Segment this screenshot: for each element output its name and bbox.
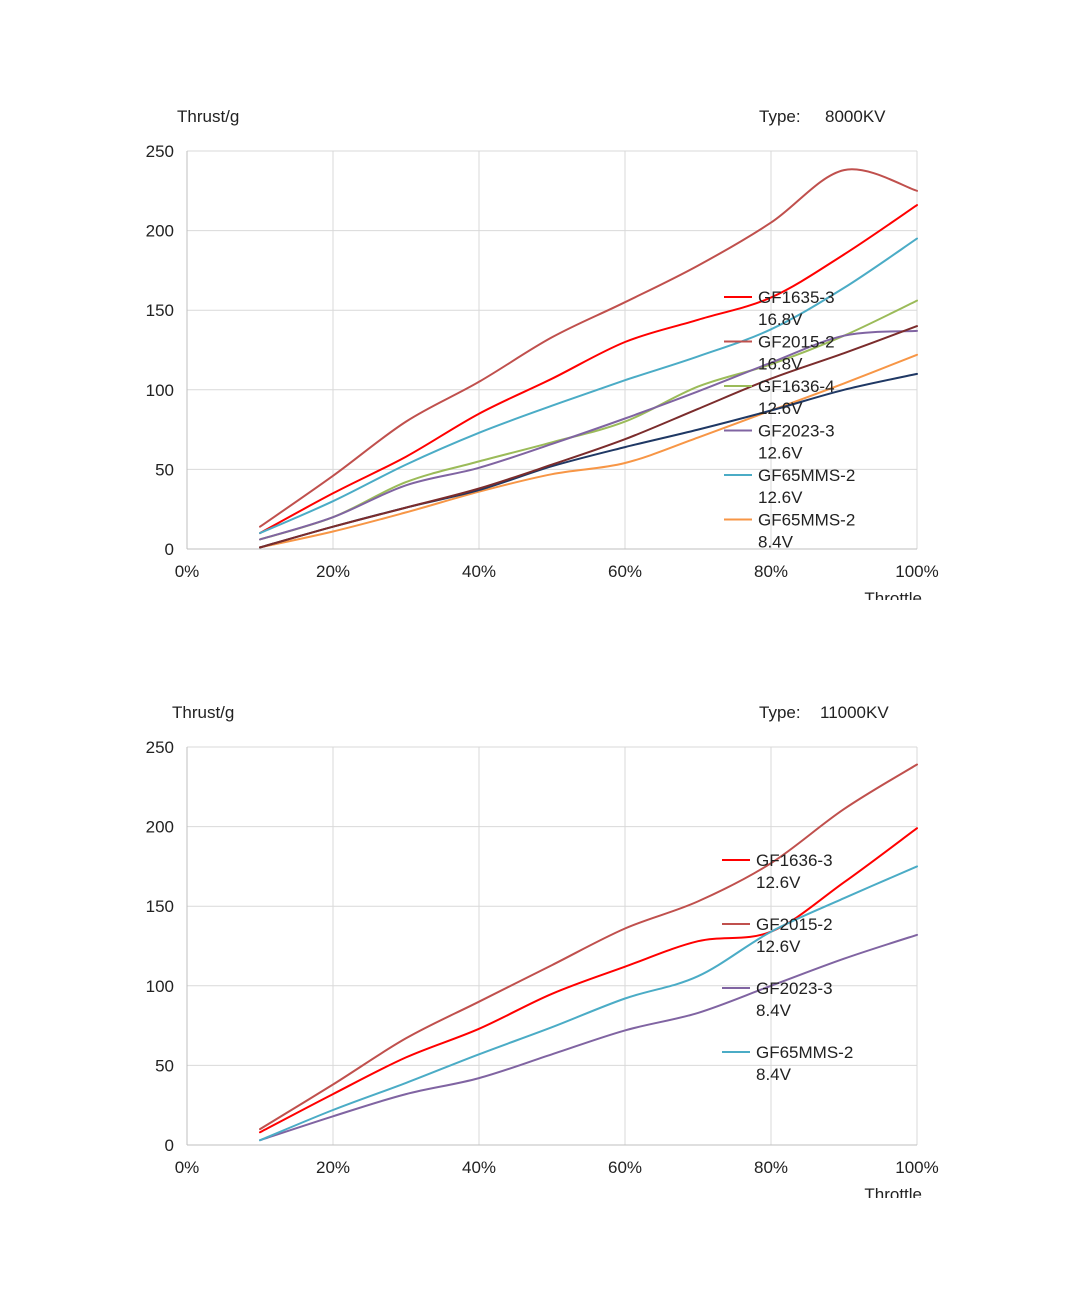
thrust-chart-8000kv: 0 50 100 150 200 250 0% 20% 40% 60% 80% 100% Thrust/… — [0, 0, 1076, 600]
legend-label: GF1635-3 16.8V — [758, 288, 835, 329]
x-tick-label: 40% — [462, 1158, 496, 1177]
x-axis-title: Throttle — [864, 589, 922, 600]
x-tick-label: 60% — [608, 1158, 642, 1177]
y-tick-label: 200 — [146, 222, 174, 241]
series-line — [259, 763, 918, 1131]
y-tick-label: 250 — [146, 142, 174, 161]
type-value: 11000KV — [820, 703, 889, 722]
y-tick-label: 200 — [146, 818, 174, 837]
series-line — [259, 827, 918, 1134]
series-line — [259, 237, 918, 535]
y-tick-label: 50 — [155, 1056, 174, 1075]
x-axis-title: Throttle — [864, 1185, 922, 1198]
legend-label: GF2023-3 8.4V — [756, 979, 833, 1020]
x-tick-label: 60% — [608, 562, 642, 581]
legend-label: GF1636-4 12.6V — [758, 377, 835, 418]
gridlines — [187, 746, 918, 1145]
type-value: 8000KV — [825, 107, 886, 126]
x-tick-label: 100% — [895, 562, 938, 581]
legend-label: GF65MMS-2 12.6V — [758, 466, 855, 507]
legend-label: GF65MMS-2 8.4V — [756, 1043, 853, 1084]
x-tick-label: 20% — [316, 1158, 350, 1177]
series-lines — [259, 763, 918, 1142]
x-tick-label: 0% — [175, 562, 200, 581]
series-line — [259, 168, 918, 528]
y-tick-label: 50 — [155, 460, 174, 479]
y-tick-label: 150 — [146, 897, 174, 916]
y-axis-title: Thrust/g — [177, 107, 239, 126]
x-tick-label: 20% — [316, 562, 350, 581]
legend-label: GF1636-3 12.6V — [756, 851, 833, 892]
thrust-chart-11000kv: 0 50 100 150 200 250 0% 20% 40% 60% 80% 100% Thrust/… — [0, 598, 1076, 1198]
gridlines — [187, 150, 918, 549]
x-tick-label: 80% — [754, 1158, 788, 1177]
legend: GF1636-3 12.6V GF2015-2 12.6V GF2023-3 8.4V GF… — [722, 851, 853, 1084]
x-tick-label: 40% — [462, 562, 496, 581]
type-label: Type: — [759, 107, 801, 126]
y-tick-label: 250 — [146, 738, 174, 757]
y-tick-label: 0 — [165, 1136, 174, 1155]
series-lines — [259, 168, 918, 549]
x-tick-label: 0% — [175, 1158, 200, 1177]
y-axis-title: Thrust/g — [172, 703, 234, 722]
type-label: Type: — [759, 703, 801, 722]
y-tick-label: 0 — [165, 540, 174, 559]
legend-label: GF2023-3 12.6V — [758, 422, 835, 463]
series-line — [259, 325, 918, 549]
series-line — [259, 204, 918, 535]
y-tick-label: 100 — [146, 977, 174, 996]
series-line — [259, 299, 918, 541]
x-tick-label: 80% — [754, 562, 788, 581]
legend-label: GF2015-2 16.8V — [758, 333, 835, 374]
series-line — [259, 865, 918, 1142]
y-tick-label: 100 — [146, 381, 174, 400]
series-line — [259, 329, 918, 541]
x-tick-label: 100% — [895, 1158, 938, 1177]
y-tick-label: 150 — [146, 301, 174, 320]
legend-label: GF2015-2 12.6V — [756, 915, 833, 956]
series-line — [259, 353, 918, 549]
series-line — [259, 933, 918, 1142]
legend-label: GF65MMS-2 8.4V — [758, 511, 855, 552]
chart-svg-8000kv: 0 50 100 150 200 250 0% 20% 40% 60% 80% 100% Thrust/… — [146, 107, 939, 600]
chart-svg-11000kv: 0 50 100 150 200 250 0% 20% 40% 60% 80% 100% Thrust/… — [146, 703, 939, 1198]
